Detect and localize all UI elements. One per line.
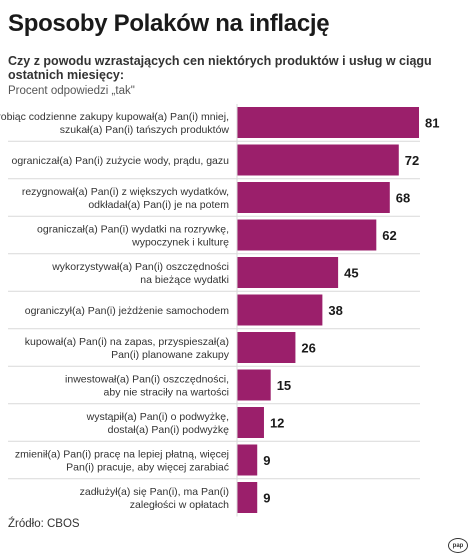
bar-9 [237,444,258,476]
pap-logo: pap [448,538,468,553]
category-label-0-0: robiąc codzienne zakupy kupował(a) Pan(i… [0,111,229,123]
value-label-5: 38 [328,303,342,318]
bar-6 [237,332,296,363]
bar-4 [237,257,339,288]
category-label-6-0: kupował(a) Pan(i) na zapas, przyspieszał… [25,336,229,348]
value-label-0: 81 [425,116,439,131]
bar-5 [237,294,323,326]
pap-logo-text: pap [452,542,464,549]
category-label-3-1: wypoczynek i kulturę [131,237,229,249]
chart-title: Sposoby Polaków na inflację [8,10,330,37]
value-label-8: 12 [270,416,284,431]
category-label-5-0: ograniczył(a) Pan(i) jeżdżenie samochode… [25,305,230,317]
category-label-6-1: Pan(i) planowane zakupy [111,349,230,361]
value-label-4: 45 [344,266,358,281]
category-label-8-1: dostał(a) Pan(i) podwyżkę [108,424,230,436]
category-label-1-0: ograniczał(a) Pan(i) zużycie wody, prądu… [12,155,230,167]
bar-2 [237,182,390,213]
category-label-0-1: szukał(a) Pan(i) tańszych produktów [60,124,230,136]
category-label-7-0: inwestował(a) Pan(i) oszczędności, [65,374,229,386]
value-label-9: 9 [263,453,270,468]
bar-7 [237,369,271,401]
bar-10 [237,482,258,513]
category-label-10-1: zaległości w opłatach [130,499,229,511]
bar-1 [237,144,399,176]
chart-subtitle: Czy z powodu wzrastających cen niektóryc… [8,54,432,82]
value-label-3: 62 [382,228,396,243]
category-label-2-1: odkładał(a) Pan(i) je na potem [88,199,229,211]
category-label-4-0: wykorzystywał(a) Pan(i) oszczędności [51,261,229,273]
category-label-9-1: Pan(i) pracuje, aby więcej zarabiać [66,462,229,474]
value-label-1: 72 [405,153,419,168]
category-label-4-1: na bieżące wydatki [140,274,229,286]
category-label-7-1: aby nie straciły na wartości [104,387,229,399]
value-label-6: 26 [301,341,315,356]
value-label-2: 68 [396,191,410,206]
category-label-2-0: rezygnował(a) Pan(i) z większych wydatkó… [22,186,229,198]
category-label-8-0: wystąpił(a) Pan(i) o podwyżkę, [86,411,229,423]
source-label: Źródło: CBOS [8,518,80,530]
bar-0 [237,107,419,138]
category-label-9-0: zmienił(a) Pan(i) pracę na lepiej płatną… [15,449,229,461]
category-label-3-0: ograniczał(a) Pan(i) wydatki na rozrywkę… [37,224,229,236]
value-label-7: 15 [277,378,291,393]
bar-8 [237,407,264,438]
category-label-10-0: zadłużył(a) się Pan(i), ma Pan(i) [80,486,229,498]
chart-note: Procent odpowiedzi „tak" [8,85,135,97]
bar-3 [237,219,377,251]
value-label-10: 9 [263,491,270,506]
